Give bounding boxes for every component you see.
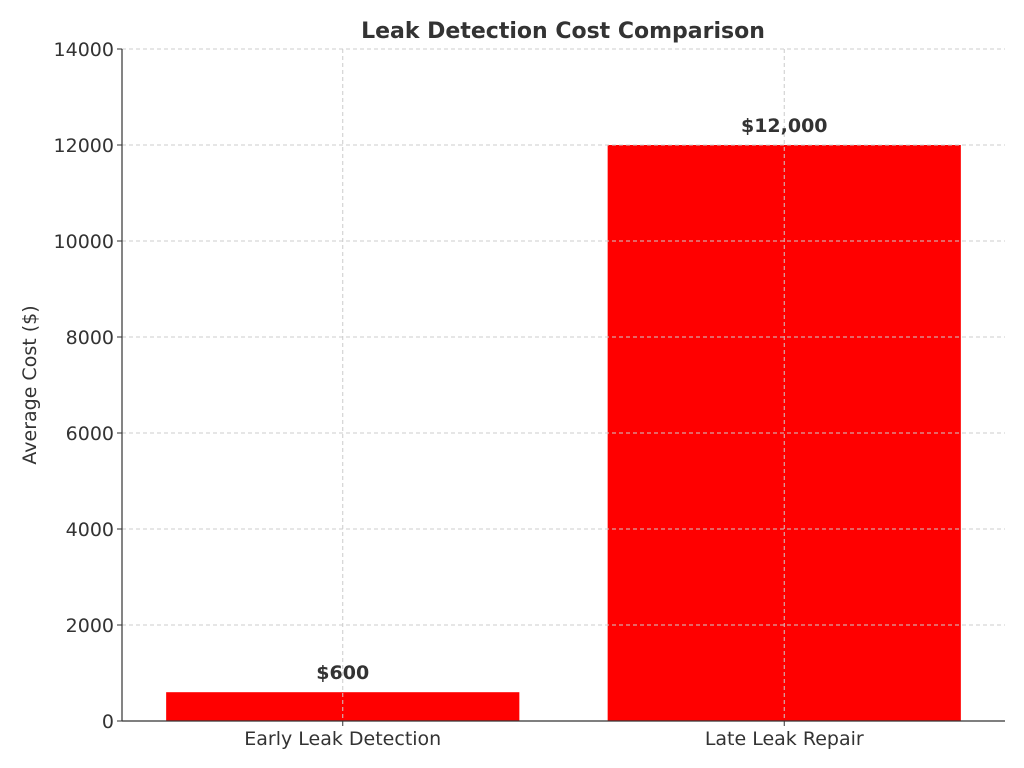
data-label: $600 [316,662,369,684]
y-tick-label: 8000 [66,327,114,349]
x-tick-label: Late Leak Repair [705,728,864,750]
y-tick-label: 4000 [66,519,114,541]
y-tick-label: 0 [102,711,114,733]
chart-title: Leak Detection Cost Comparison [361,19,765,44]
y-tick-label: 6000 [66,423,114,445]
y-axis-label: Average Cost ($) [19,305,41,464]
y-tick-label: 2000 [66,615,114,637]
data-label: $12,000 [741,115,828,137]
x-tick-label: Early Leak Detection [244,728,441,750]
y-tick-label: 14000 [54,39,114,61]
y-tick-label: 12000 [54,135,114,157]
y-tick-label: 10000 [54,231,114,253]
